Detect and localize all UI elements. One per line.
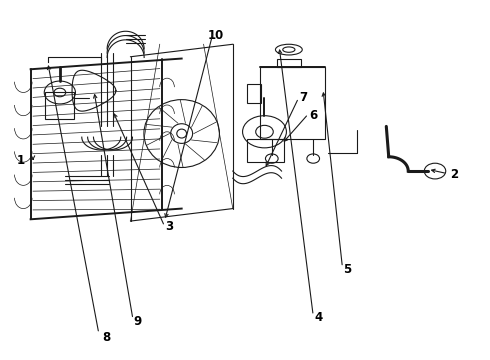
Ellipse shape [177, 129, 187, 138]
Text: 3: 3 [166, 220, 173, 233]
Bar [45, 93, 74, 119]
Bar [247, 139, 284, 162]
Text: 4: 4 [314, 311, 322, 324]
Text: 10: 10 [208, 29, 224, 42]
Bar [277, 59, 301, 67]
Bar [247, 84, 261, 103]
Bar [260, 67, 325, 139]
Text: 8: 8 [102, 331, 110, 344]
Text: 2: 2 [450, 168, 459, 181]
Text: 9: 9 [134, 315, 142, 328]
Text: 1: 1 [17, 154, 25, 167]
Text: 6: 6 [309, 109, 318, 122]
Text: 7: 7 [299, 91, 308, 104]
Text: 5: 5 [343, 263, 351, 276]
